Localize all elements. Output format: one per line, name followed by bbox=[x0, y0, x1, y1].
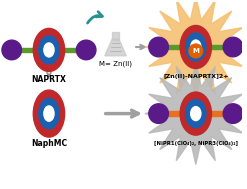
Ellipse shape bbox=[44, 106, 54, 121]
Polygon shape bbox=[145, 0, 247, 98]
Circle shape bbox=[149, 37, 168, 57]
Text: M: M bbox=[192, 48, 199, 54]
FancyArrowPatch shape bbox=[87, 12, 102, 23]
Ellipse shape bbox=[180, 26, 211, 69]
Text: NaphMC: NaphMC bbox=[31, 139, 67, 148]
Polygon shape bbox=[145, 63, 247, 164]
FancyArrow shape bbox=[159, 111, 233, 116]
Ellipse shape bbox=[33, 28, 65, 71]
FancyArrow shape bbox=[159, 45, 233, 49]
Ellipse shape bbox=[191, 40, 201, 54]
Polygon shape bbox=[105, 39, 126, 56]
Ellipse shape bbox=[39, 36, 59, 64]
Ellipse shape bbox=[44, 43, 54, 57]
Ellipse shape bbox=[39, 98, 59, 129]
FancyArrow shape bbox=[12, 48, 86, 52]
FancyBboxPatch shape bbox=[112, 32, 119, 40]
Ellipse shape bbox=[191, 107, 201, 121]
Text: [NiPR1(ClO₄)₂, NiPR3(ClO₄)₂]: [NiPR1(ClO₄)₂, NiPR3(ClO₄)₂] bbox=[154, 141, 238, 146]
Circle shape bbox=[76, 40, 96, 60]
Ellipse shape bbox=[33, 90, 65, 137]
Text: [Zn(II)-NAPRTX]2+: [Zn(II)-NAPRTX]2+ bbox=[163, 74, 228, 79]
Circle shape bbox=[2, 40, 21, 60]
Text: NAPRTX: NAPRTX bbox=[32, 75, 66, 84]
Ellipse shape bbox=[185, 33, 206, 61]
Text: M= Zn(II): M= Zn(II) bbox=[99, 61, 132, 67]
Ellipse shape bbox=[180, 92, 211, 135]
Circle shape bbox=[223, 37, 243, 57]
Circle shape bbox=[223, 104, 243, 123]
Circle shape bbox=[189, 44, 203, 58]
Circle shape bbox=[149, 104, 168, 123]
Ellipse shape bbox=[185, 100, 206, 128]
